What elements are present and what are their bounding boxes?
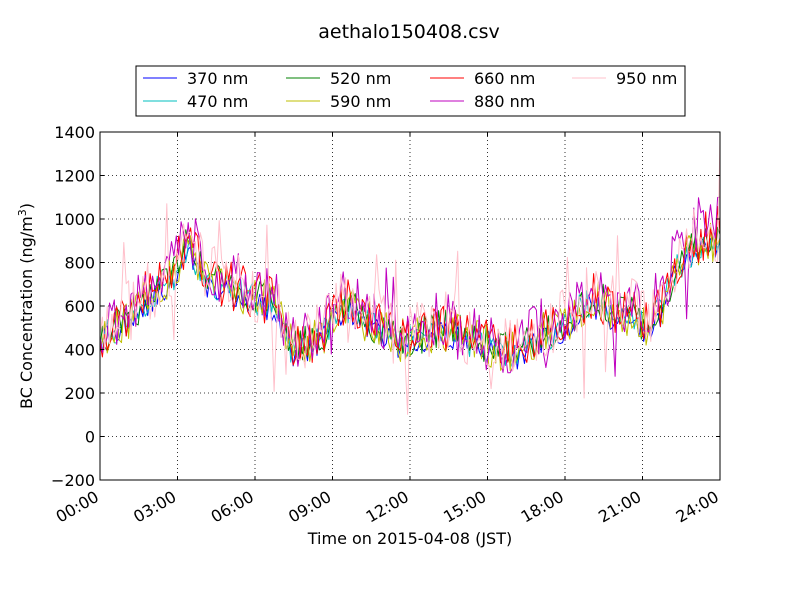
y-tick-label: −200 [51, 471, 95, 490]
legend-label: 370 nm [187, 69, 248, 88]
y-tick-label: 1000 [54, 210, 95, 229]
y-axis-label: BC Concentration (ng/m3) [16, 203, 36, 409]
chart-title: aethalo150408.csv [318, 21, 500, 43]
legend-label: 520 nm [330, 69, 391, 88]
y-tick-label: 1400 [54, 123, 95, 142]
y-tick-label: 0 [85, 428, 95, 447]
y-tick-label: 600 [64, 297, 95, 316]
legend-frame [135, 65, 686, 117]
legend-label: 470 nm [187, 92, 248, 111]
y-tick-label: 800 [64, 254, 95, 273]
series-line-950-nm [99, 138, 721, 415]
legend: 370 nm 470 nm 520 nm 590 nm 660 nm 880 nm 950 … [135, 65, 686, 117]
legend-label: 660 nm [474, 69, 535, 88]
y-tick-label: 400 [64, 341, 95, 360]
y-axis-label-end: ) [17, 203, 36, 209]
y-tick-label: 200 [64, 384, 95, 403]
y-axis-label-superscript: 3 [16, 209, 29, 216]
legend-label: 590 nm [330, 92, 391, 111]
legend-label: 880 nm [474, 92, 535, 111]
y-axis-label-main: BC Concentration (ng/m [17, 216, 36, 409]
x-axis-label: Time on 2015-04-08 (JST) [307, 529, 512, 548]
series-layer [99, 138, 721, 415]
y-tick-label: 1200 [54, 167, 95, 186]
legend-label: 950 nm [616, 69, 677, 88]
